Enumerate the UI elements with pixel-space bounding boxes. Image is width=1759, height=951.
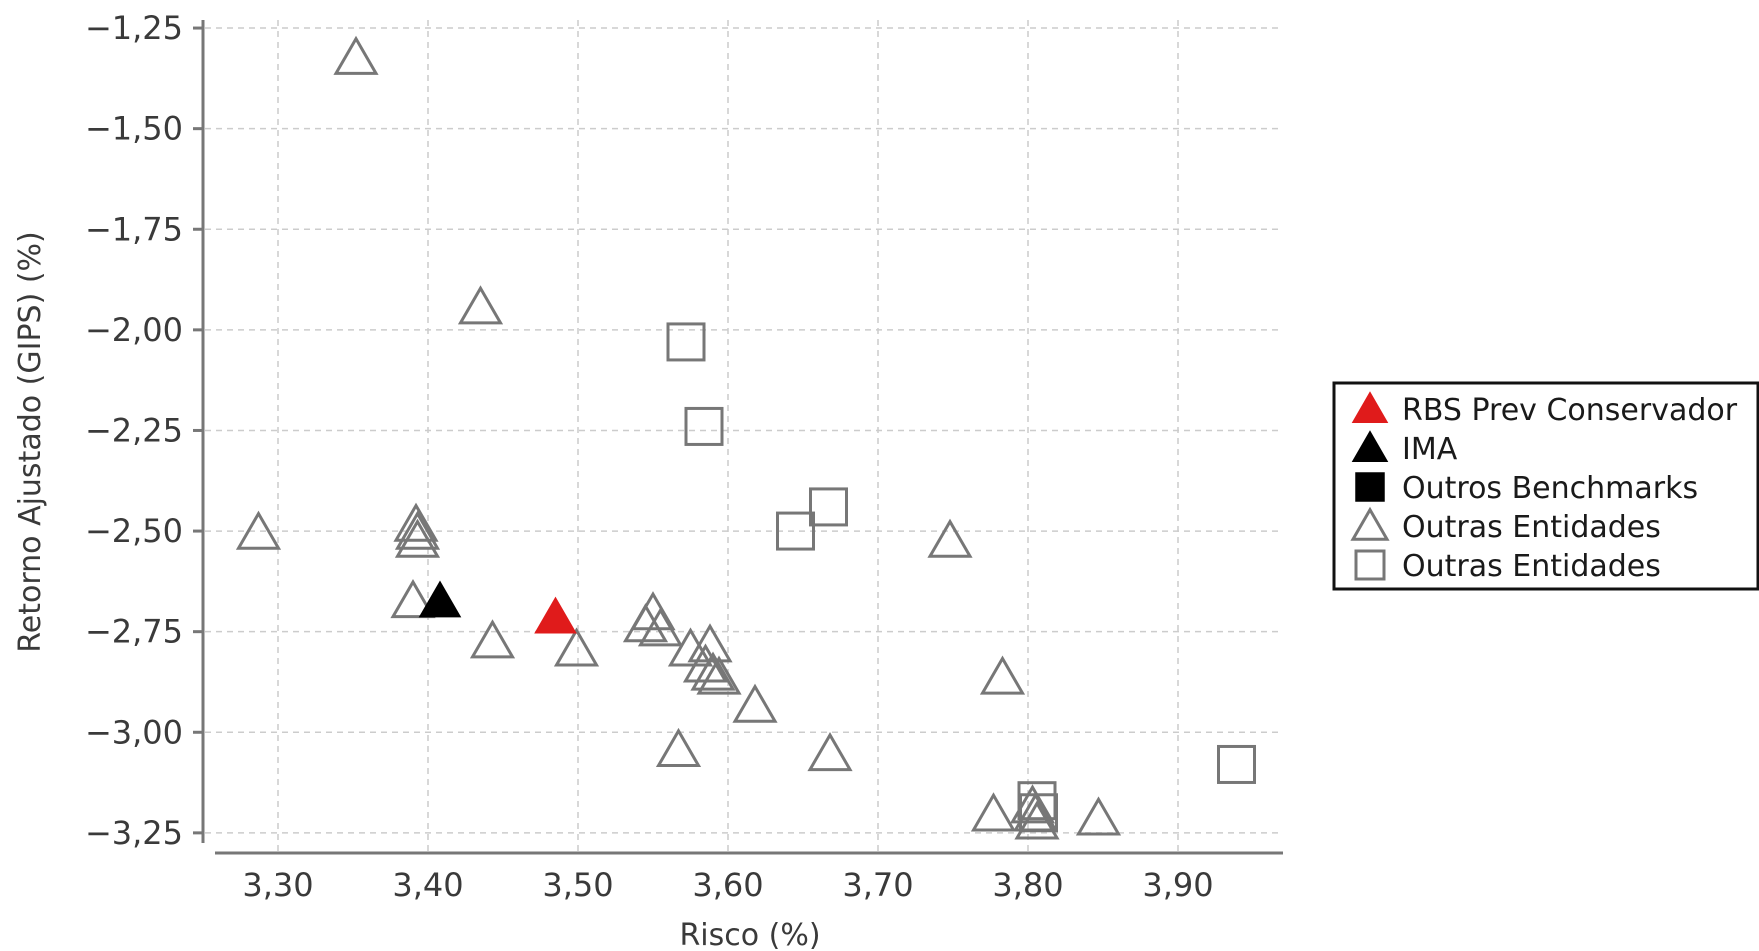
legend-items: RBS Prev Conservador IMA Outros Benchmarks…: [1350, 391, 1738, 584]
hollow-triangle-point: [393, 502, 439, 542]
legend: RBS Prev Conservador IMA Outros Benchmarks…: [1332, 381, 1759, 591]
data-points: [235, 35, 1256, 840]
filled-triangle-point: [534, 596, 577, 634]
legend-item: Outros Benchmarks: [1355, 471, 1698, 506]
y-tick-label: −3,00: [85, 713, 183, 751]
y-tick-label: −1,50: [85, 110, 183, 148]
hollow-square-point: [776, 511, 815, 551]
x-tick-label: 3,80: [992, 866, 1063, 904]
hollow-triangle-point: [732, 683, 778, 723]
y-tick-label: −2,50: [85, 512, 183, 550]
hollow-triangle-point: [333, 35, 379, 75]
axes: [201, 20, 1283, 855]
y-tick-label: −1,75: [85, 210, 183, 248]
legend-square-icon: [1355, 472, 1385, 502]
legend-item: IMA: [1351, 430, 1458, 467]
x-tick-label: 3,70: [842, 866, 913, 904]
filled-triangle-point: [418, 580, 462, 618]
legend-label: Outras Entidades: [1402, 549, 1661, 584]
y-tick-label: −2,00: [85, 311, 183, 349]
legend-item: Outras Entidades: [1350, 506, 1661, 545]
hollow-square-point: [684, 406, 724, 446]
y-tick-label: −2,75: [85, 613, 183, 651]
legend-triangle-icon: [1351, 430, 1389, 462]
x-tick-label: 3,60: [692, 866, 763, 904]
hollow-square-point: [1019, 793, 1058, 833]
hollow-triangle-point: [1075, 796, 1122, 836]
hollow-triangle-point: [927, 518, 973, 558]
hollow-triangle-point: [630, 591, 676, 631]
y-tick-label: −1,25: [85, 9, 183, 47]
hollow-square-point: [666, 322, 706, 362]
legend-box: [1332, 381, 1759, 591]
y-axis-title: Retorno Ajustado (GIPS) (%): [13, 231, 48, 652]
hollow-triangle-point: [1014, 800, 1060, 840]
hollow-triangle-point: [553, 627, 600, 667]
hollow-triangle-point: [235, 510, 282, 550]
legend-item: RBS Prev Conservador: [1351, 391, 1738, 428]
hollow-triangle-point: [667, 627, 714, 667]
legend-square-icon: [1354, 549, 1386, 581]
grid: [205, 20, 1283, 851]
y-tick-label: −3,25: [85, 814, 183, 852]
hollow-triangle-point: [696, 655, 742, 695]
hollow-triangle-point: [469, 619, 516, 659]
hollow-triangle-point: [970, 792, 1017, 832]
hollow-triangle-point: [979, 655, 1026, 695]
legend-item: Outras Entidades: [1354, 549, 1661, 584]
y-tick-label: −2,25: [85, 411, 183, 449]
hollow-triangle-point: [807, 731, 853, 772]
hollow-triangle-point: [637, 607, 684, 647]
x-tick-label: 3,90: [1142, 866, 1213, 904]
hollow-triangle-point: [690, 651, 736, 691]
legend-label: RBS Prev Conservador: [1402, 393, 1738, 428]
hollow-square-point: [809, 487, 848, 527]
x-tick-label: 3,30: [242, 866, 313, 904]
x-axis-title: Risco (%): [679, 918, 820, 951]
x-tick-labels: 3,30 3,40 3,50 3,60 3,70 3,80 3,90: [242, 866, 1213, 904]
legend-label: IMA: [1402, 432, 1458, 467]
hollow-triangle-point: [655, 727, 702, 768]
legend-triangle-icon: [1351, 391, 1389, 423]
legend-triangle-icon: [1350, 506, 1390, 541]
legend-label: Outros Benchmarks: [1402, 471, 1698, 506]
hollow-triangle-point: [457, 285, 504, 325]
hollow-triangle-point: [390, 579, 436, 619]
x-tick-label: 3,50: [542, 866, 613, 904]
hollow-triangle-point: [394, 518, 441, 558]
hollow-square-point: [1217, 744, 1256, 784]
x-tick-label: 3,40: [392, 866, 463, 904]
y-tick-labels: −1,25 −1,50 −1,75 −2,00 −2,25 −2,50 −2,75 −3,00…: [85, 9, 203, 852]
legend-label: Outras Entidades: [1402, 510, 1661, 545]
hollow-triangle-point: [394, 510, 441, 550]
